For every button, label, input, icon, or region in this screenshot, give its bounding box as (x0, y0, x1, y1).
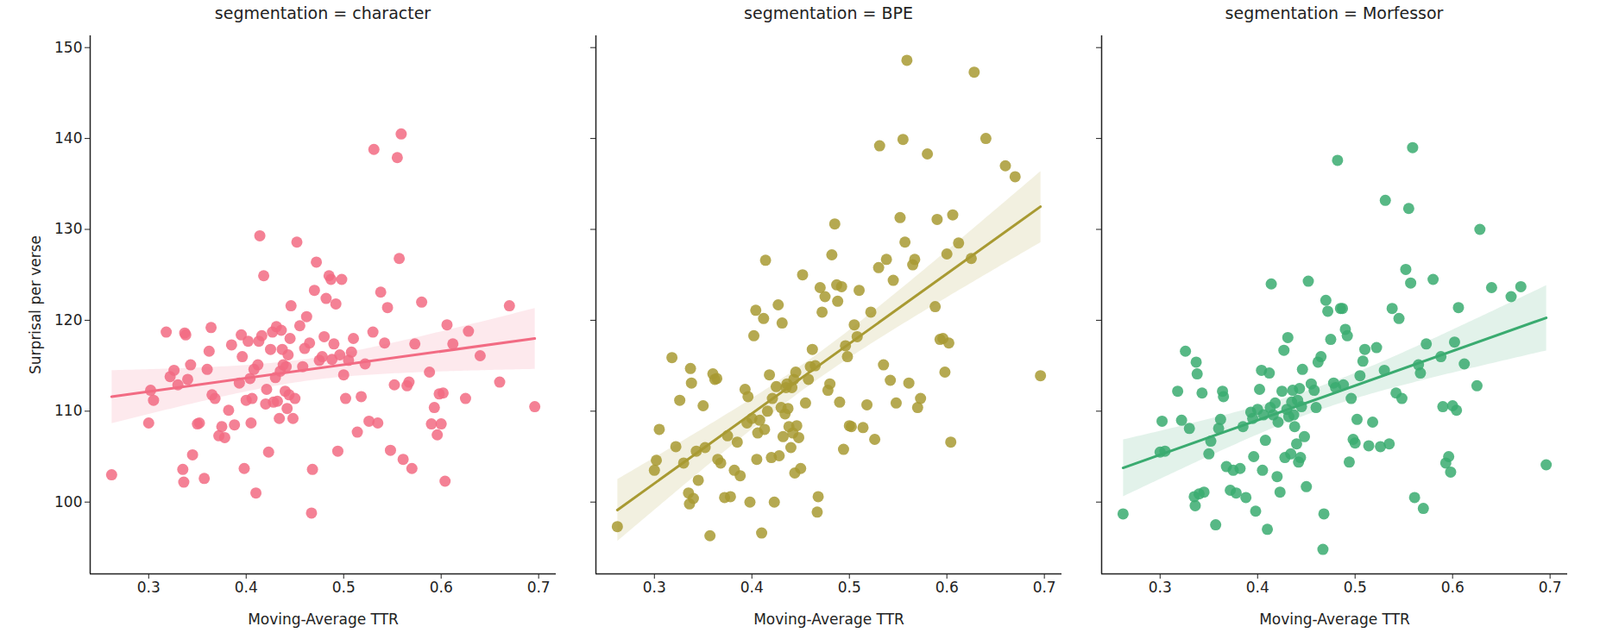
html-text:segmentation = Morfessor: segmentation = Morfessor (1225, 3, 1444, 23)
html-text:segmentation = character: segmentation = character (214, 3, 431, 23)
svg-text:Moving-Average TTR: Moving-Average TTR (753, 611, 905, 629)
svg-text:0.5: 0.5 (1343, 579, 1367, 597)
svg-text:0.7: 0.7 (1538, 579, 1563, 597)
svg-text:0.4: 0.4 (740, 579, 764, 597)
svg-text:0.6: 0.6 (429, 579, 454, 597)
svg-text:0.6: 0.6 (1441, 579, 1465, 597)
svg-text:0.7: 0.7 (1033, 579, 1057, 597)
svg-text:Moving-Average TTR: Moving-Average TTR (247, 611, 399, 629)
svg-text:0.5: 0.5 (332, 579, 356, 597)
svg-text:0.3: 0.3 (137, 579, 161, 597)
svg-text:0.3: 0.3 (642, 579, 667, 597)
svg-text:0.7: 0.7 (527, 579, 551, 597)
svg-text:140: 140 (54, 129, 82, 147)
svg-text:120: 120 (54, 311, 82, 329)
html-text:segmentation = BPE: segmentation = BPE (743, 3, 913, 23)
svg-text:Surprisal per verse: Surprisal per verse (26, 235, 45, 375)
svg-text:150: 150 (54, 38, 82, 57)
svg-text:Moving-Average TTR: Moving-Average TTR (1259, 611, 1411, 629)
svg-text:0.6: 0.6 (935, 579, 959, 597)
svg-text:130: 130 (54, 220, 82, 238)
svg-text:100: 100 (54, 493, 82, 511)
svg-text:0.4: 0.4 (234, 579, 259, 597)
svg-text:0.3: 0.3 (1148, 579, 1172, 597)
svg-text:0.4: 0.4 (1246, 579, 1270, 597)
svg-text:0.5: 0.5 (837, 579, 862, 597)
svg-text:110: 110 (54, 402, 82, 420)
